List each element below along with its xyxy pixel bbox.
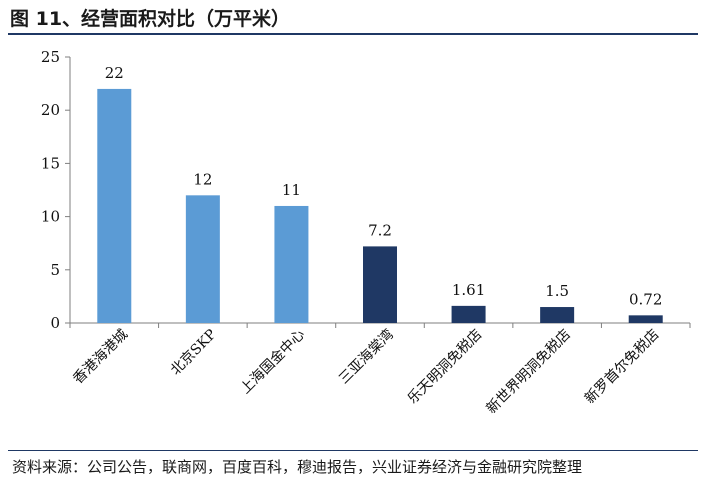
data-label: 0.72: [629, 290, 662, 308]
title-divider: [8, 33, 698, 35]
data-label: 11: [282, 181, 301, 199]
y-tick-label: 15: [41, 154, 60, 172]
data-label: 22: [105, 64, 124, 82]
page-title: 图 11、经营面积对比（万平米）: [10, 8, 291, 30]
bar-1: [97, 88, 132, 323]
category-label: 上海国金中心: [238, 327, 309, 398]
y-tick-label: 5: [50, 261, 60, 279]
bar-chart: 0 5 10 15 20 25 22 香港海港城 12 北京SKP 11 上海国金中心 7.2 三亚海棠湾…: [0, 40, 720, 450]
category-label: 新罗首尔免税店: [582, 327, 663, 408]
category-label: 香港海港城: [70, 327, 131, 388]
chart-svg: 0 5 10 15 20 25 22 香港海港城 12 北京SKP 11 上海国金中心 7.2 三亚海棠湾…: [41, 48, 691, 418]
data-label: 1.61: [452, 281, 485, 299]
y-tick-label: 0: [50, 314, 60, 332]
category-label: 新世界明洞免税店: [483, 327, 574, 418]
footer-divider: [8, 450, 698, 451]
bar-3: [274, 205, 309, 323]
y-tick-label: 10: [41, 208, 60, 226]
bar-4: [363, 246, 397, 323]
data-label: 1.5: [545, 282, 569, 300]
bar-6: [540, 307, 575, 323]
bar-5: [451, 305, 486, 323]
bar-2: [185, 195, 220, 323]
bar-7: [628, 315, 663, 323]
data-label: 7.2: [368, 221, 392, 239]
data-label: 12: [193, 170, 212, 188]
category-label: 北京SKP: [168, 327, 220, 379]
source-note: 资料来源：公司公告，联商网，百度百科，穆迪报告，兴业证券经济与金融研究院整理: [12, 458, 583, 476]
y-tick-label: 20: [41, 101, 60, 119]
category-label: 乐天明洞免税店: [405, 327, 486, 408]
y-tick-label: 25: [41, 48, 60, 66]
category-label: 三亚海棠湾: [335, 326, 397, 388]
